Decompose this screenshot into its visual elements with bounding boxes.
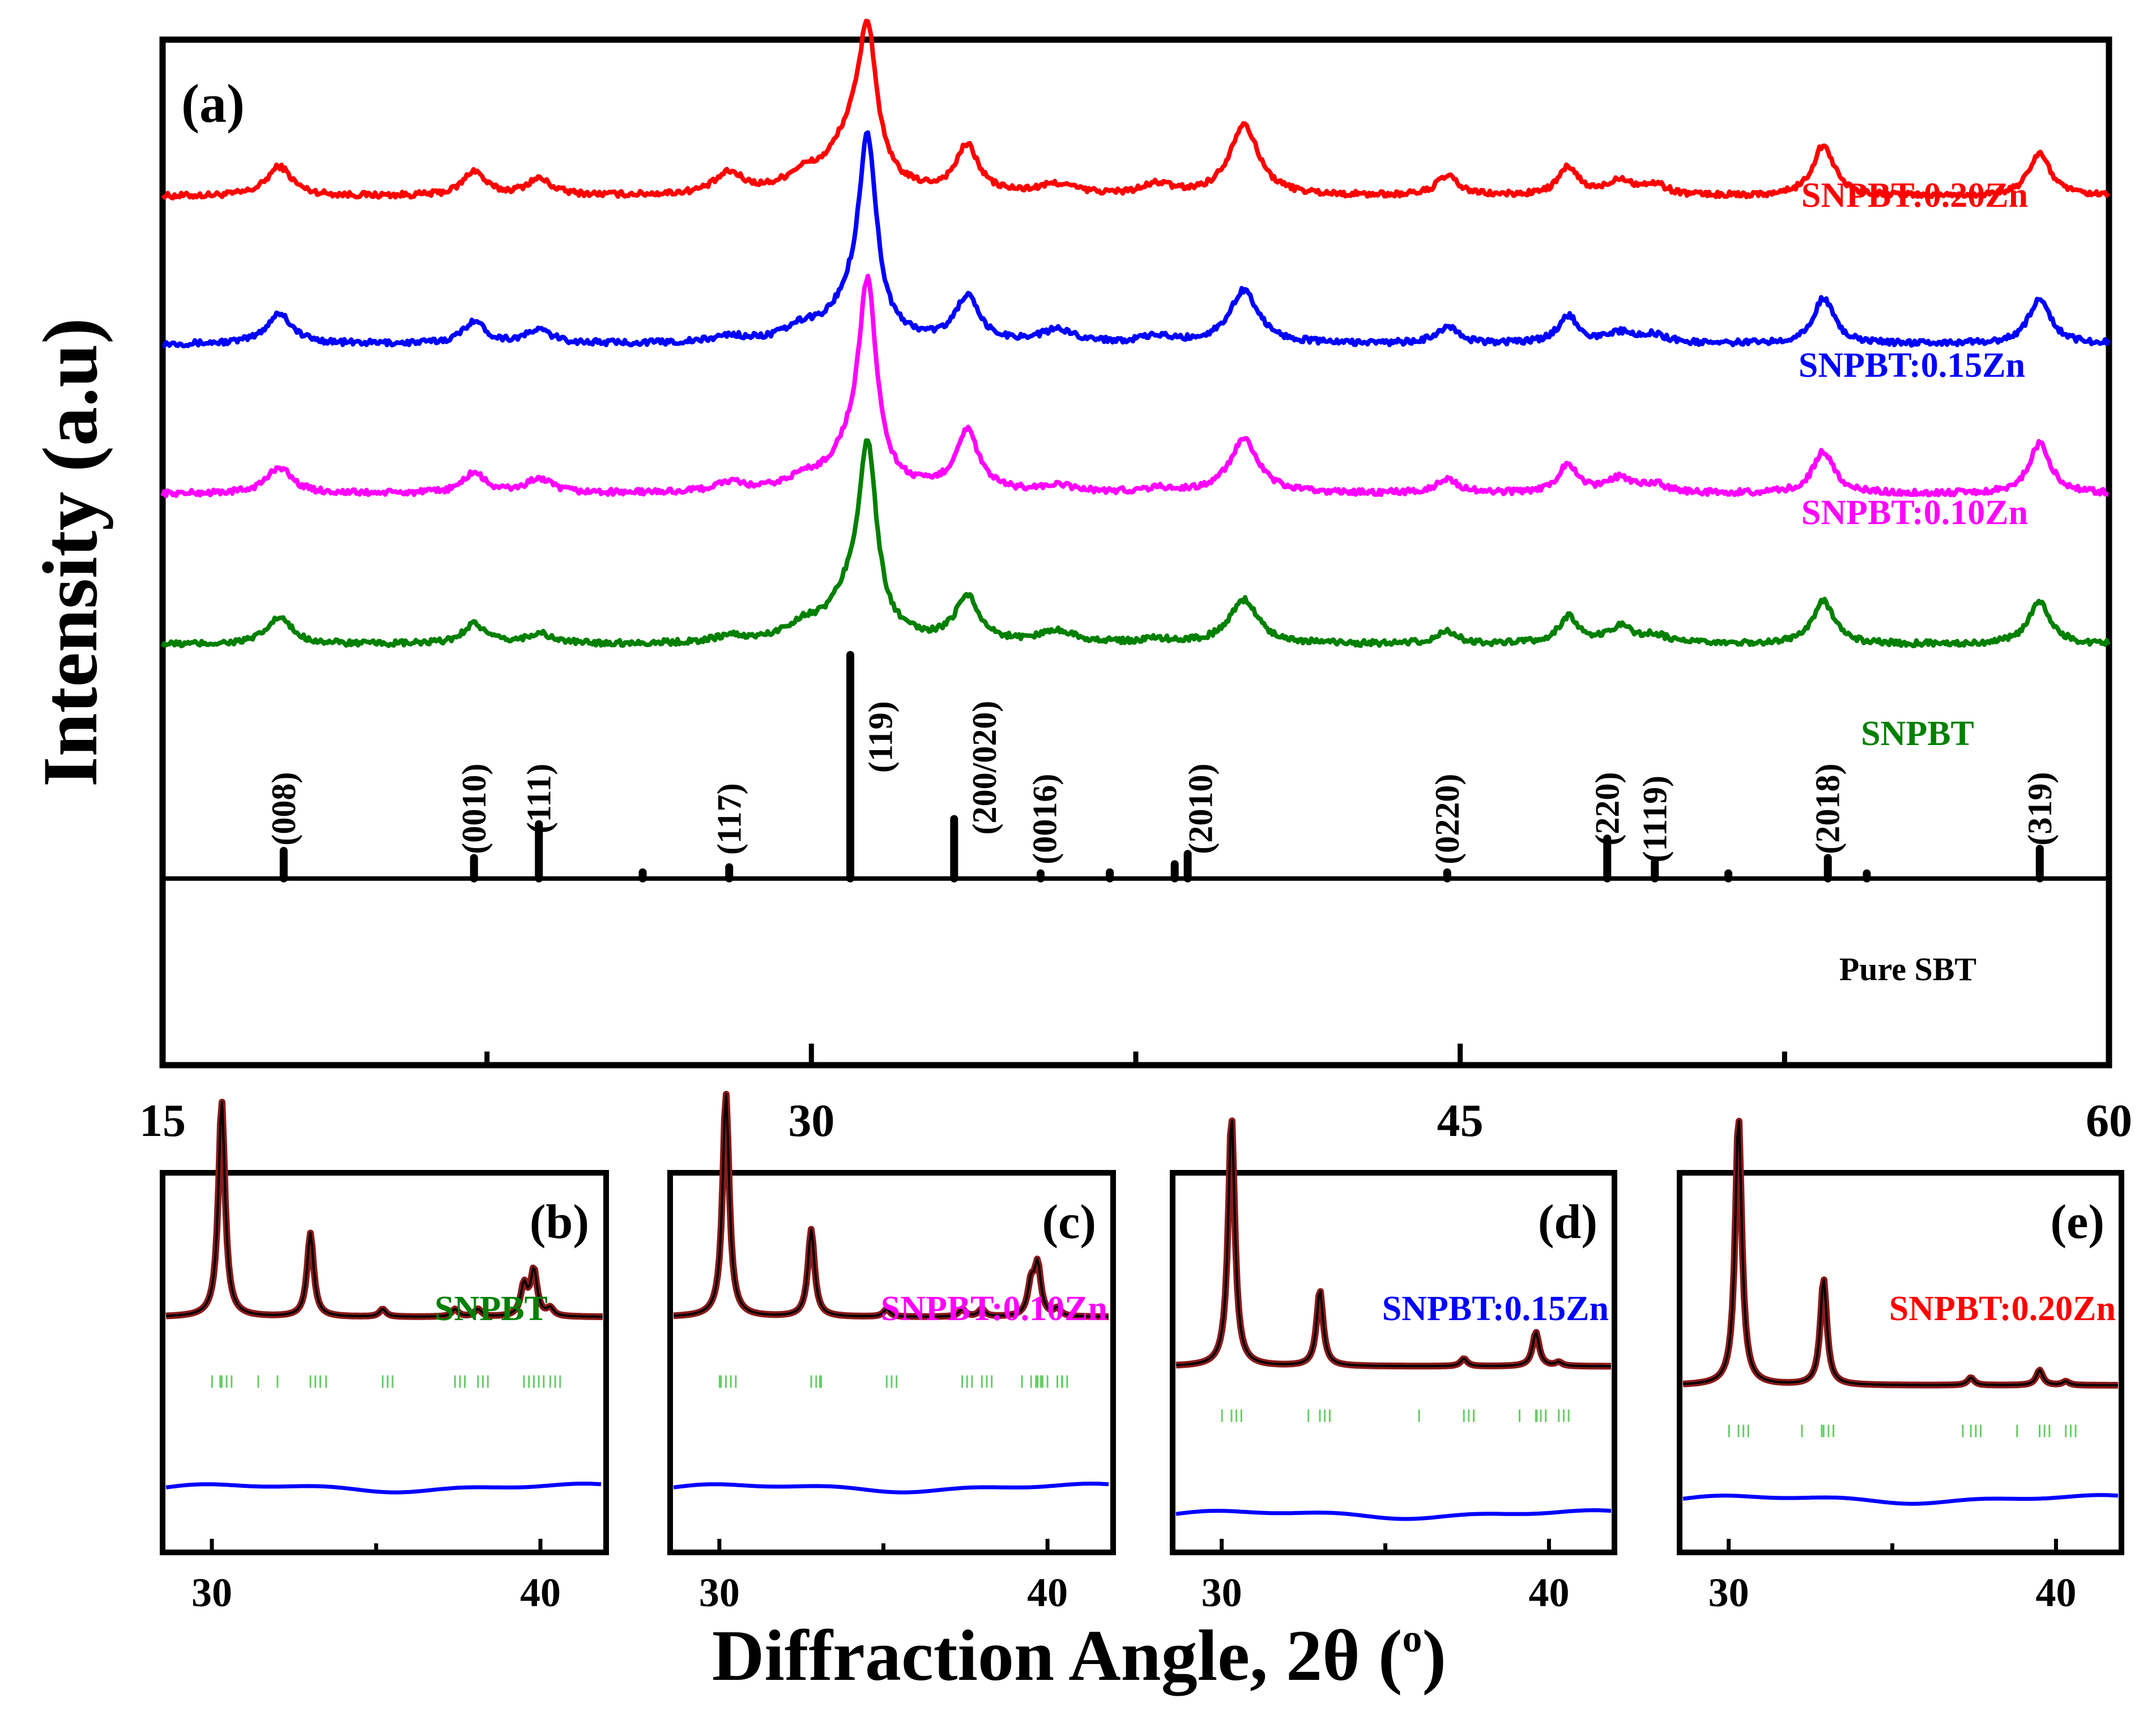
inset-panel-label: (c): [1042, 1194, 1096, 1249]
miller-index-label: (0016): [1026, 774, 1064, 865]
xrd-pattern-line: [160, 438, 2111, 649]
miller-index-label: (0220): [1429, 774, 1466, 865]
x-tick-label: 30: [788, 1095, 834, 1146]
x-axis-label-close: ): [1422, 1615, 1447, 1696]
inset-panel-label: (e): [2051, 1194, 2104, 1249]
xrd-pattern-line: [161, 19, 2111, 201]
reference-label: Pure SBT: [1839, 951, 1976, 988]
inset-sample-label: SNPBT:0.15Zn: [1382, 1290, 1609, 1328]
inset-frame: [667, 1170, 1116, 1555]
panel-label-a: (a): [181, 73, 245, 134]
y-axis-label: Intensity (a.u): [27, 318, 113, 787]
x-tick-label: 15: [139, 1095, 186, 1146]
miller-index-label: (0010): [455, 764, 493, 854]
series-label: SNPBT: [1861, 714, 1974, 753]
inset-sample-label: SNPBT:0.20Zn: [1889, 1290, 2116, 1328]
series-label: SNPBT:0.10Zn: [1801, 493, 2028, 532]
inset-frame: [1677, 1170, 2124, 1555]
miller-index-label: (111): [520, 764, 557, 833]
inset-sample-label: SNPBT:0.10Zn: [881, 1290, 1107, 1328]
calculated-pattern: [1175, 1120, 1611, 1368]
miller-index-label: (117): [710, 783, 748, 855]
difference-curve: [1175, 1508, 1612, 1521]
miller-index-label: (119): [862, 701, 900, 773]
inset-sample-label: SNPBT: [434, 1290, 548, 1328]
xrd-pattern-line: [162, 130, 2111, 349]
inset-x-tick-label: 40: [1027, 1570, 1068, 1615]
calculated-pattern: [673, 1093, 1109, 1318]
miller-index-label: (319): [2021, 772, 2059, 846]
difference-curve: [165, 1482, 602, 1495]
x-axis-label: Diffraction Angle, 2θ (o): [712, 1615, 1446, 1696]
inset-x-tick-label: 30: [191, 1570, 232, 1615]
inset-x-tick-label: 40: [1528, 1570, 1569, 1615]
inset-frame: [160, 1170, 609, 1555]
x-tick-label: 45: [1437, 1095, 1484, 1146]
x-tick-label: 60: [2086, 1095, 2132, 1146]
inset-x-tick-label: 30: [1708, 1570, 1749, 1615]
miller-index-label: (1119): [1636, 776, 1673, 862]
calculated-pattern: [1682, 1120, 2118, 1386]
calculated-pattern: [165, 1101, 603, 1318]
miller-index-label: (2010): [1182, 764, 1220, 854]
degree-superscript: o: [1403, 1617, 1422, 1661]
difference-curve: [1682, 1493, 2119, 1506]
difference-curve: [673, 1482, 1109, 1495]
series-label: SNPBT:0.15Zn: [1799, 346, 2025, 385]
inset-panel-label: (b): [530, 1194, 589, 1249]
x-axis-label-main: Diffraction Angle, 2θ (: [712, 1615, 1403, 1696]
miller-index-label: (2018): [1809, 764, 1847, 854]
miller-index-label: (200/020): [966, 701, 1003, 835]
miller-index-label: (008): [265, 772, 302, 846]
miller-index-label: (220): [1588, 772, 1626, 846]
inset-x-tick-label: 40: [520, 1570, 561, 1615]
inset-panel-label: (d): [1538, 1194, 1597, 1249]
inset-x-tick-label: 40: [2035, 1570, 2076, 1615]
inset-x-tick-label: 30: [699, 1570, 740, 1615]
series-label: SNPBT:0.20Zn: [1801, 176, 2028, 215]
xrd-pattern-line: [160, 274, 2109, 499]
inset-x-tick-label: 30: [1201, 1570, 1242, 1615]
inset-frame: [1170, 1170, 1617, 1555]
